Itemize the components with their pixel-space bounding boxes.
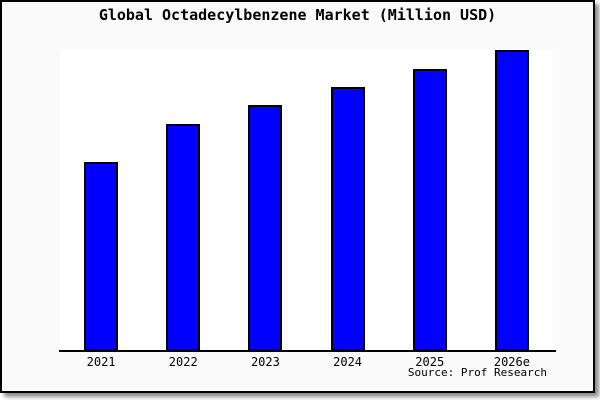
x-tick-label-2022: 2022 <box>168 355 198 369</box>
bar-2022 <box>166 124 201 351</box>
x-tick-label-2026e: 2026e <box>493 355 530 369</box>
plot-area <box>60 49 553 351</box>
x-axis-line <box>59 350 556 352</box>
chart-title: Global Octadecylbenzene Market (Million … <box>98 6 497 24</box>
bar-2021 <box>84 162 119 351</box>
bar-2023 <box>248 105 283 351</box>
bar-2026e <box>494 50 529 351</box>
x-tick-label-2024: 2024 <box>333 355 363 369</box>
x-tick-label-2023: 2023 <box>250 355 280 369</box>
x-tick-label-2025: 2025 <box>415 355 445 369</box>
bar-2024 <box>330 87 365 351</box>
x-tick-label-2021: 2021 <box>86 355 116 369</box>
source-note: Source: Prof Research <box>407 366 547 379</box>
bar-2025 <box>412 69 447 351</box>
